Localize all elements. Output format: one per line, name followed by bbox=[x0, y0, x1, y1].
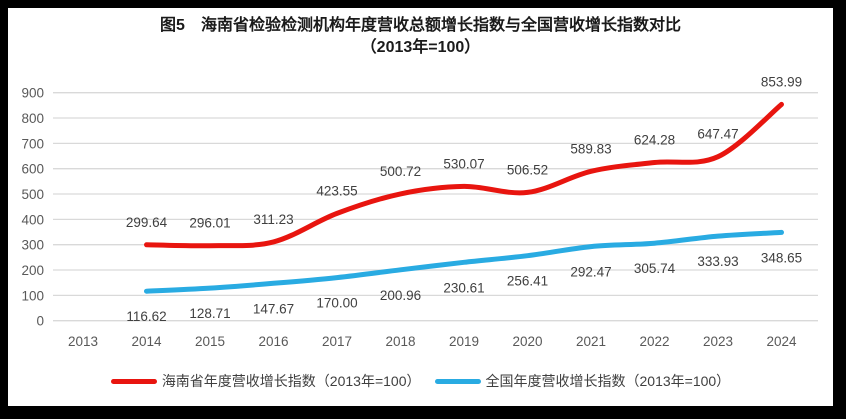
data-label: 116.62 bbox=[126, 309, 166, 324]
data-label: 200.96 bbox=[380, 288, 421, 303]
x-axis-tick-label: 2020 bbox=[512, 334, 542, 349]
x-axis-tick-label: 2021 bbox=[576, 334, 606, 349]
data-label: 853.99 bbox=[761, 74, 802, 89]
data-label: 530.07 bbox=[443, 156, 484, 171]
chart-legend: 海南省年度营收增长指数（2013年=100） 全国年度营收增长指数（2013年=… bbox=[8, 371, 833, 391]
data-label: 647.47 bbox=[697, 127, 738, 142]
data-label: 624.28 bbox=[634, 133, 675, 148]
national-series-line bbox=[144, 229, 784, 294]
y-axis-tick-label: 100 bbox=[21, 288, 44, 303]
x-axis-tick-label: 2015 bbox=[195, 334, 225, 349]
y-axis-tick-label: 300 bbox=[21, 238, 44, 253]
x-axis-tick-label: 2018 bbox=[385, 334, 415, 349]
legend-label-national: 全国年度营收增长指数（2013年=100） bbox=[485, 373, 731, 389]
data-label: 296.01 bbox=[189, 216, 230, 231]
chart-title-line1: 图5 海南省检验检测机构年度营收总额增长指数与全国营收增长指数对比 bbox=[160, 17, 681, 34]
data-label: 299.64 bbox=[126, 215, 168, 230]
x-axis-tick-label: 2023 bbox=[703, 334, 733, 349]
chart-title: 图5 海南省检验检测机构年度营收总额增长指数与全国营收增长指数对比 （2013年… bbox=[8, 15, 833, 59]
chart-panel: 图5 海南省检验检测机构年度营收总额增长指数与全国营收增长指数对比 （2013年… bbox=[8, 8, 833, 406]
national-series-legend-line-icon bbox=[434, 378, 481, 384]
data-label: 147.67 bbox=[253, 301, 294, 316]
data-label: 500.72 bbox=[380, 164, 421, 179]
chart-title-line2: （2013年=100） bbox=[360, 39, 481, 56]
data-label: 305.74 bbox=[634, 261, 676, 276]
legend-label-hainan: 海南省年度营收增长指数（2013年=100） bbox=[161, 373, 421, 389]
x-axis-tick-label: 2019 bbox=[449, 334, 479, 349]
y-axis-tick-label: 500 bbox=[21, 187, 44, 202]
y-axis-tick-label: 0 bbox=[36, 314, 44, 329]
data-label: 311.23 bbox=[253, 212, 293, 227]
hainan-series-line bbox=[144, 101, 784, 249]
x-axis-tick-label: 2013 bbox=[68, 334, 98, 349]
data-label: 292.47 bbox=[570, 265, 611, 280]
legend-item-national: 全国年度营收增长指数（2013年=100） bbox=[434, 371, 731, 391]
x-axis-tick-label: 2024 bbox=[766, 334, 797, 349]
hainan-series-legend-line-icon bbox=[110, 378, 157, 384]
data-label: 423.55 bbox=[316, 183, 357, 198]
data-label: 230.61 bbox=[443, 280, 484, 295]
legend-item-hainan: 海南省年度营收增长指数（2013年=100） bbox=[110, 371, 421, 391]
data-label: 128.71 bbox=[189, 306, 230, 321]
data-label: 333.93 bbox=[697, 254, 738, 269]
data-label: 506.52 bbox=[507, 162, 548, 177]
y-axis-tick-label: 600 bbox=[21, 162, 44, 177]
y-axis-tick-label: 900 bbox=[21, 86, 44, 101]
x-axis-tick-label: 2017 bbox=[322, 334, 352, 349]
y-axis-tick-label: 400 bbox=[21, 212, 44, 227]
y-axis-tick-label: 200 bbox=[21, 263, 44, 278]
x-axis-tick-label: 2016 bbox=[258, 334, 288, 349]
data-label: 348.65 bbox=[761, 250, 802, 265]
x-axis-tick-label: 2014 bbox=[131, 334, 162, 349]
line-chart: 0 100 200 300 400 500 600 700 800 900 2013 2014 2015… bbox=[21, 74, 818, 349]
data-label: 589.83 bbox=[570, 141, 611, 156]
data-label: 170.00 bbox=[316, 296, 357, 311]
y-axis-tick-label: 700 bbox=[21, 136, 44, 151]
data-label: 256.41 bbox=[507, 274, 548, 289]
y-axis-tick-label: 800 bbox=[21, 111, 44, 126]
x-axis-tick-label: 2022 bbox=[639, 334, 669, 349]
